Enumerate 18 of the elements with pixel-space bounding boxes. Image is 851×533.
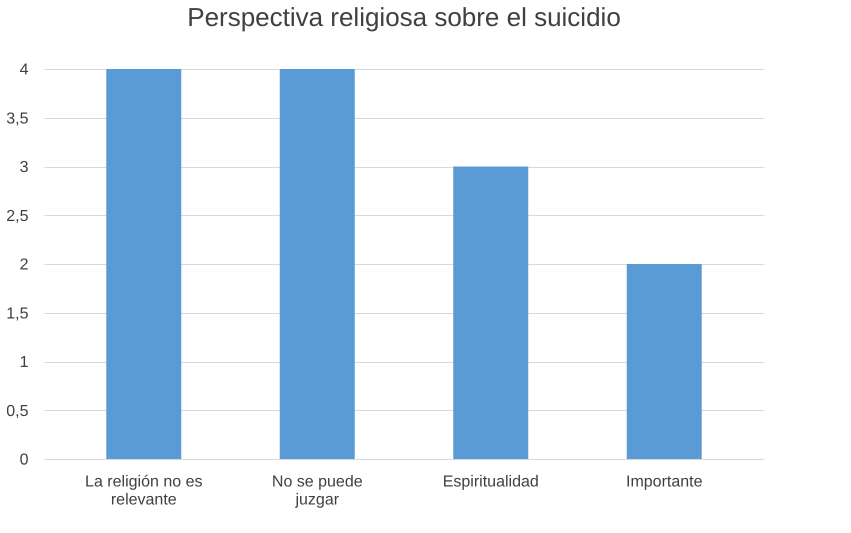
y-tick-label: 2,5 [6,208,29,225]
bar [280,69,355,459]
bar [626,264,702,459]
y-tick-label: 3 [20,159,29,176]
y-tick-label: 0,5 [6,402,29,420]
y-tick-label: 2 [20,256,29,274]
x-tick-label: La religión no es relevante [85,474,202,508]
x-tick-label: No se puede juzgar [272,474,363,508]
y-tick-label: 3,5 [6,110,29,128]
chart-title: Perspectiva religiosa sobre el suicidio [187,2,621,32]
bar [453,166,528,459]
y-tick-label: 4 [20,62,29,78]
y-tick-label: 1,5 [6,305,29,322]
y-tick-label: 0 [20,452,29,468]
y-tick-label: 1 [20,354,29,371]
x-tick-label: Espiritualidad [442,474,539,490]
bar [106,69,182,459]
x-tick-label: Importante [626,474,703,490]
